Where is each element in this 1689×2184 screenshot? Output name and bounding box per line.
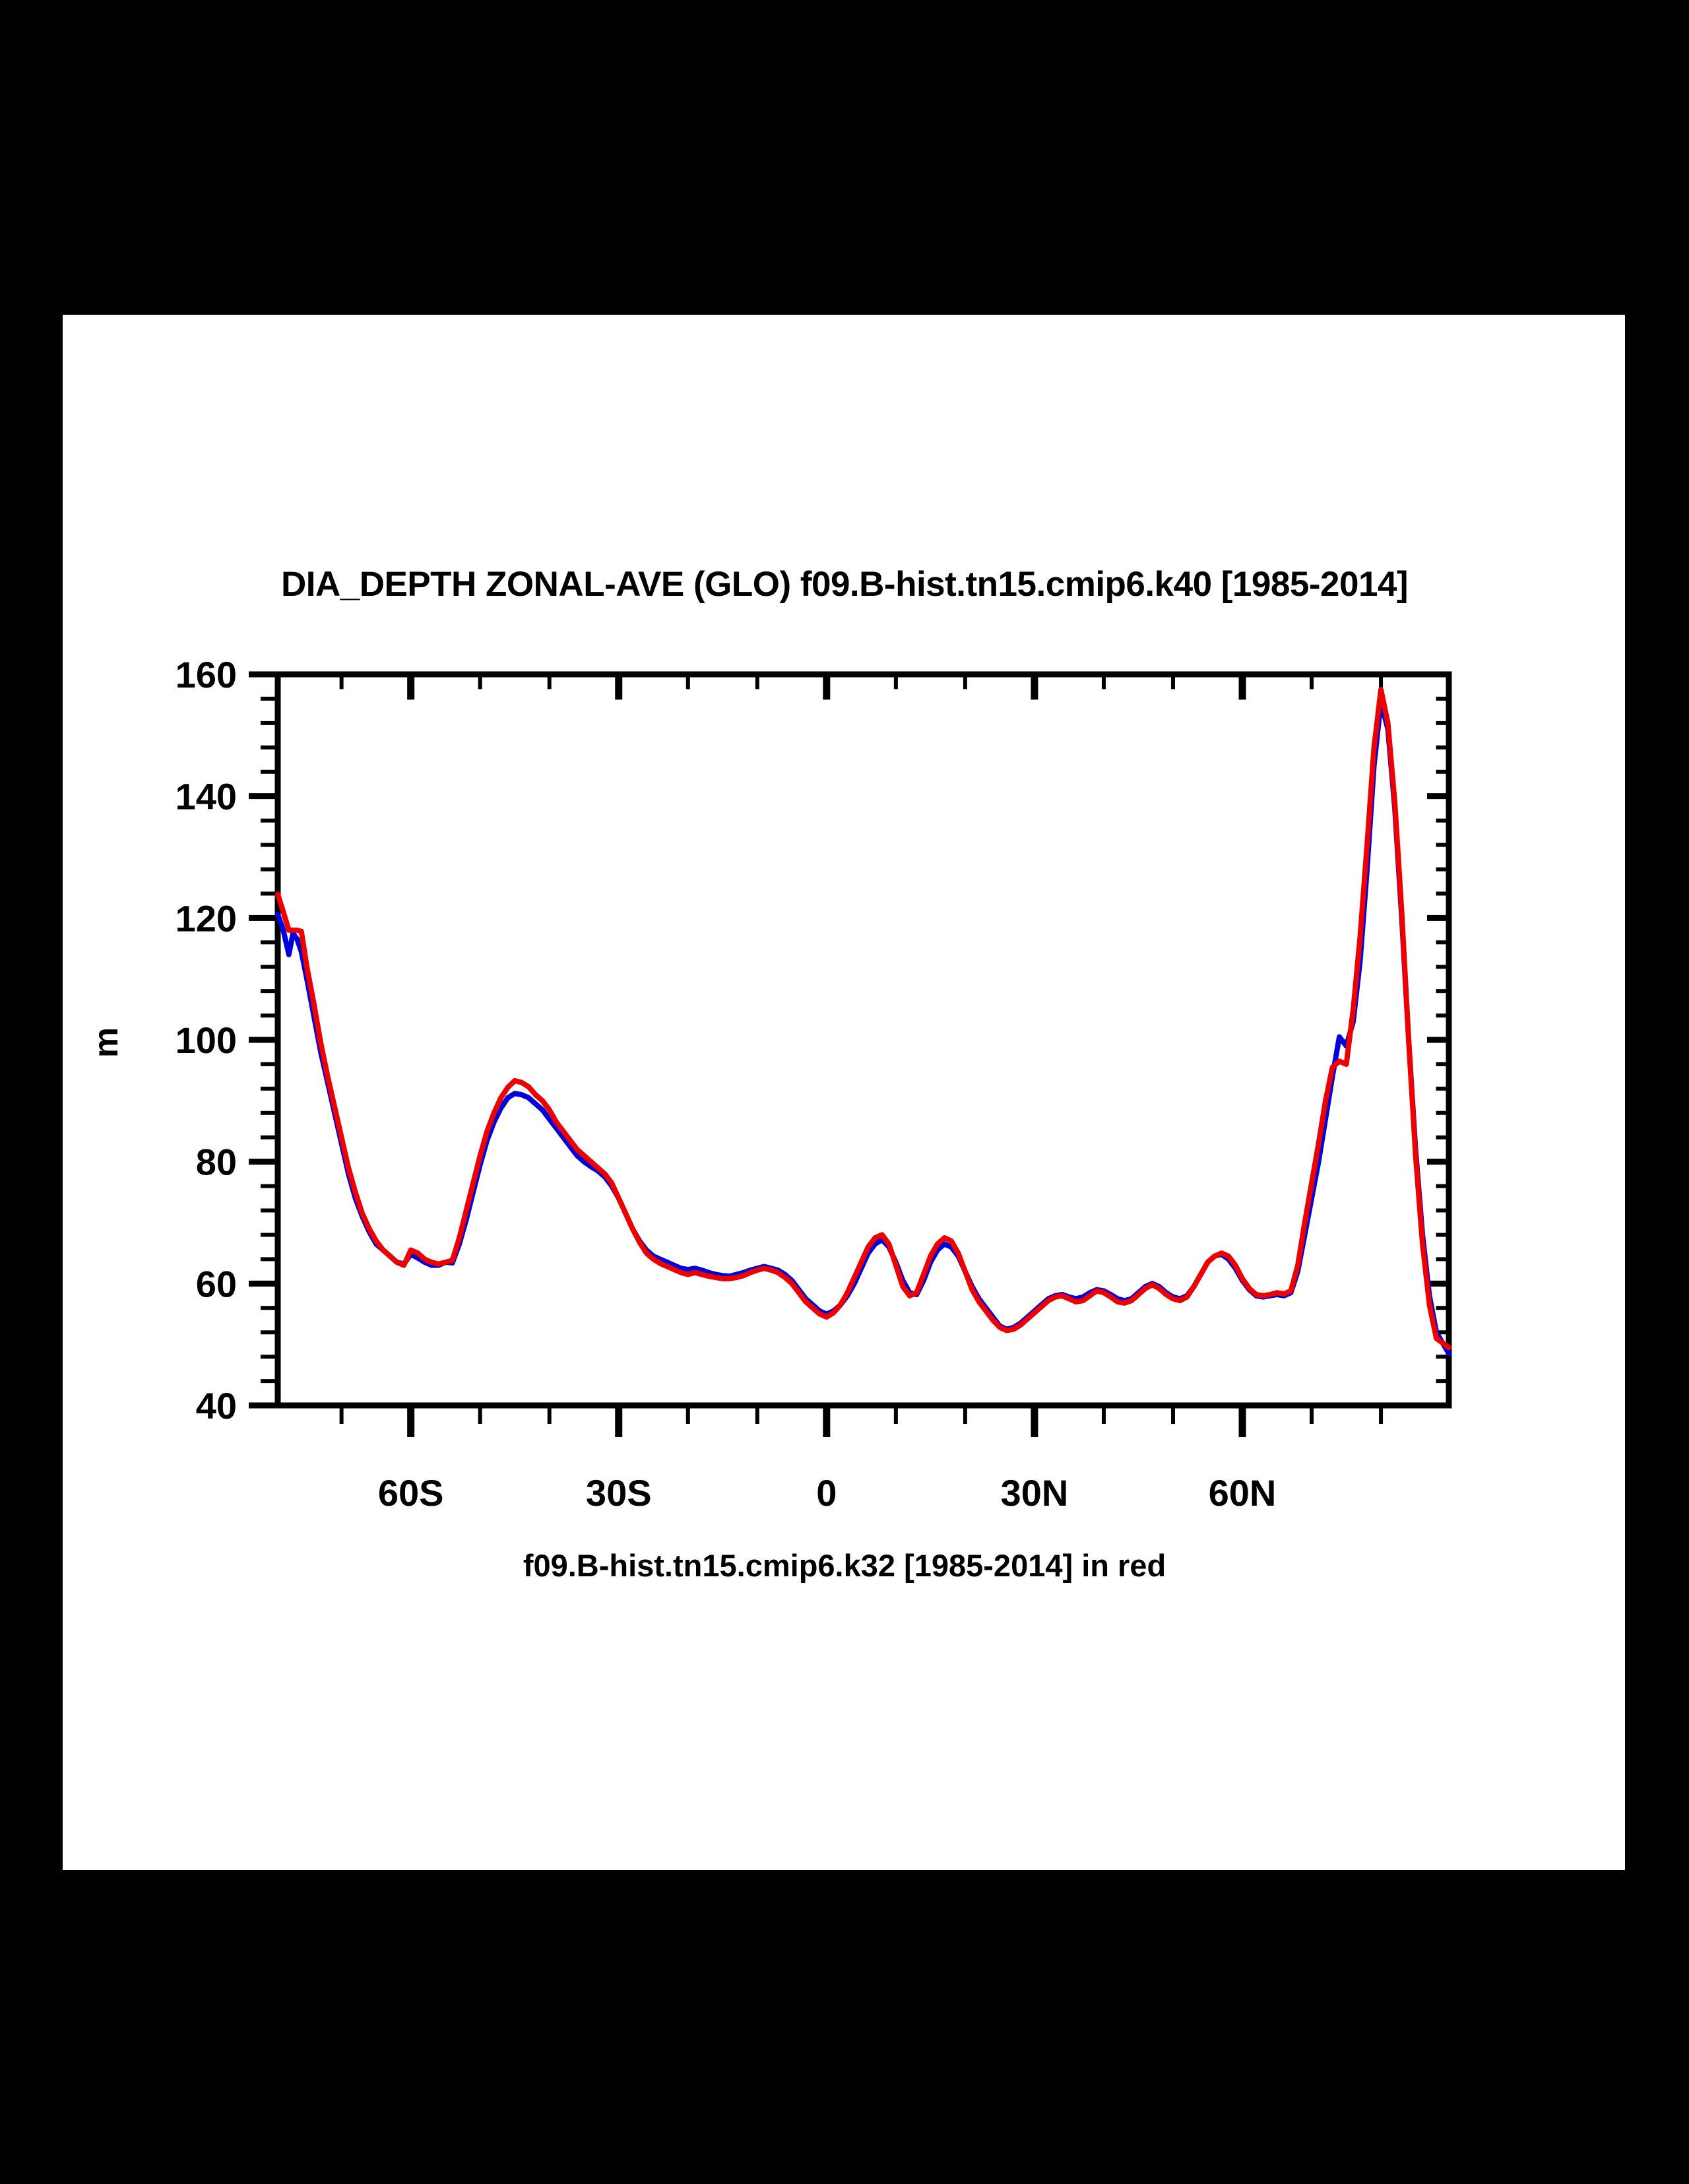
- y-tick-label: 120: [175, 897, 237, 939]
- chart-title: DIA_DEPTH ZONAL-AVE (GLO) f09.B-hist.tn1…: [280, 565, 1409, 604]
- y-tick-label: 40: [196, 1385, 237, 1427]
- data-series-group: [275, 687, 1451, 1357]
- x-tick-label: 60N: [1209, 1472, 1277, 1514]
- y-tick-label: 160: [175, 654, 237, 695]
- y-axis-tick-labels: 40 60 80 100 120 140 160: [175, 654, 237, 1427]
- series-line-k32: [275, 687, 1451, 1351]
- y-tick-label: 60: [196, 1263, 237, 1304]
- figure-paper: [63, 315, 1625, 1870]
- x-axis-tick-labels: 60S 30S 0 30N 60N: [378, 1472, 1277, 1514]
- y-tick-label: 80: [196, 1141, 237, 1183]
- y-axis-ticks: [249, 671, 1449, 1409]
- chart-subtitle: f09.B-hist.tn15.cmip6.k32 [1985-2014] in…: [523, 1548, 1166, 1583]
- y-tick-label: 140: [175, 776, 237, 818]
- y-tick-label: 100: [175, 1019, 237, 1061]
- x-tick-label: 30N: [1001, 1472, 1069, 1514]
- x-tick-label: 30S: [586, 1472, 652, 1514]
- x-tick-label: 0: [816, 1472, 837, 1514]
- x-tick-label: 60S: [378, 1472, 444, 1514]
- y-axis-label: m: [87, 1027, 125, 1058]
- x-axis-ticks: [339, 674, 1384, 1437]
